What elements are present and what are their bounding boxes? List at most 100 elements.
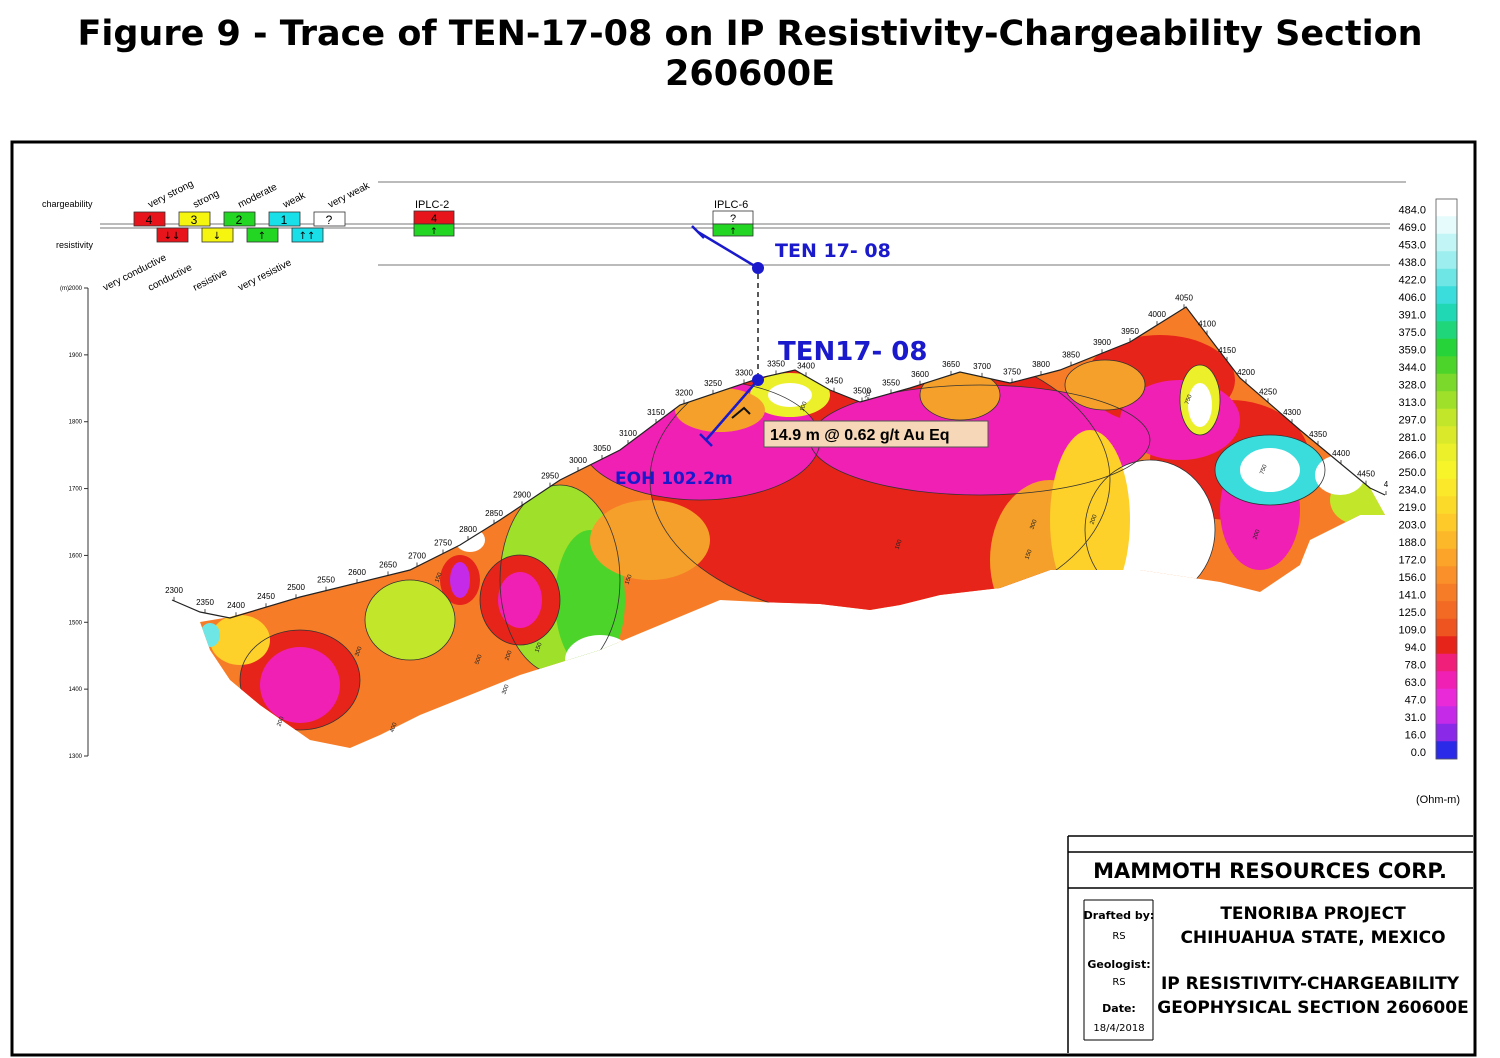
colorbar-label: 297.0 — [1398, 415, 1426, 427]
drillhole-plan-collar-tick — [691, 225, 705, 239]
colorbar-swatch — [1435, 356, 1458, 375]
legend-charge-code: ? — [326, 213, 333, 227]
contour-label: 150 — [1025, 548, 1034, 560]
title-block: MAMMOTH RESOURCES CORP. Drafted by: RS G… — [1067, 835, 1473, 1053]
colorbar-swatch — [1435, 461, 1458, 480]
colorbar-label: 219.0 — [1398, 502, 1426, 514]
station-label: 3850 — [1062, 351, 1080, 360]
station-label: 3300 — [735, 368, 753, 377]
colorbar-swatch — [1435, 268, 1458, 287]
colorbar-swatch — [1435, 723, 1458, 742]
colorbar-swatch — [1435, 251, 1458, 270]
colorbar-label: 313.0 — [1398, 397, 1426, 409]
legend-resist-symbol: ↑ — [258, 231, 266, 242]
legend-resist-name: very resistive — [236, 257, 293, 293]
figure-title: Figure 9 - Trace of TEN-17-08 on IP Resi… — [77, 14, 1423, 94]
colorbar-swatch — [1435, 286, 1458, 305]
contour-label: 300 — [355, 645, 364, 657]
station-label: 2600 — [348, 568, 366, 577]
legend-resist-name: resistive — [191, 267, 229, 294]
colorbar-swatch — [1435, 443, 1458, 462]
section-line-1: IP RESISTIVITY-CHARGEABILITY — [1161, 974, 1460, 994]
station-label: 4150 — [1218, 346, 1236, 355]
colorbar-swatch — [1435, 548, 1458, 567]
contour-label: 150 — [625, 573, 634, 585]
section-line-2: GEOPHYSICAL SECTION 260600E — [1157, 998, 1468, 1018]
station-label: 3800 — [1032, 360, 1050, 369]
colorbar-label: 250.0 — [1398, 467, 1426, 479]
contour-label: 300 — [502, 683, 511, 695]
station-label: 2650 — [379, 560, 397, 569]
colorbar-label: 266.0 — [1398, 450, 1426, 462]
legend-charge-2: 3 strong — [178, 188, 221, 227]
drillhole-section-collar — [752, 374, 764, 386]
colorbar-label: 172.0 — [1398, 555, 1426, 567]
drillhole-eoh-tick — [699, 433, 713, 447]
colorbar-swatch — [1435, 636, 1458, 655]
legend-charge-box — [313, 211, 346, 227]
intercept-marker — [731, 406, 751, 419]
station-label: 4400 — [1332, 449, 1350, 458]
station-label: 3600 — [911, 370, 929, 379]
geologist-label: Geologist: — [1087, 958, 1150, 971]
station-label: 3350 — [767, 359, 785, 368]
legend-resist-box — [156, 227, 189, 243]
contour-label: 200 — [505, 649, 514, 661]
station-label: 3550 — [882, 378, 900, 387]
colorbar-label: 453.0 — [1398, 240, 1426, 252]
colorbar-swatch — [1435, 303, 1458, 322]
legend-resist-1: ↓↓very conductive — [101, 227, 189, 294]
legend-charge-name: strong — [191, 188, 221, 210]
elevation-tick-label: 2000 — [69, 286, 83, 292]
colorbar-label: 422.0 — [1398, 275, 1426, 287]
station-labels: 2300 2350 2400 2450 2500 2550 2600 2650 2700 2750… — [165, 293, 1389, 617]
contour-labels: 150 200 300 200 150 300 400 500 750 750 200 300 200 1… — [277, 388, 1269, 733]
colorbar-swatch — [1435, 531, 1458, 550]
legend-charge-name: moderate — [236, 181, 279, 210]
legend-charge-code: 2 — [236, 213, 243, 227]
colorbar-label: 406.0 — [1398, 292, 1426, 304]
colorbar-swatch — [1435, 373, 1458, 392]
contour-label: 750 — [1260, 463, 1269, 475]
contour-label: 200 — [1253, 528, 1262, 540]
colorbar-label: 141.0 — [1398, 590, 1426, 602]
colorbar-swatch — [1435, 566, 1458, 585]
legend-charge-name: weak — [280, 190, 308, 211]
colorbar-label: 94.0 — [1405, 642, 1426, 654]
station-label: 3200 — [675, 389, 693, 398]
colorbar-swatch — [1435, 653, 1458, 672]
colorbar-label: 63.0 — [1405, 677, 1426, 689]
colorbar-swatch — [1435, 233, 1458, 252]
colorbar-label: 125.0 — [1398, 607, 1426, 619]
station-label: 3950 — [1121, 327, 1139, 336]
station-label: 4250 — [1259, 387, 1277, 396]
elevation-tick-label: 1900 — [69, 353, 83, 359]
date-label: Date: — [1102, 1002, 1136, 1015]
colorbar-unit: (Ohm-m) — [1416, 794, 1460, 806]
colorbar-label: 438.0 — [1398, 257, 1426, 269]
colorbar-swatch — [1435, 198, 1458, 217]
station-label: 3150 — [647, 408, 665, 417]
colorbar-swatch — [1435, 583, 1458, 602]
anomaly-iplc-6: IPLC-6? ↑ — [712, 199, 754, 237]
intercept-label: 14.9 m @ 0.62 g/t Au Eq — [770, 427, 950, 444]
contour-label: 150 — [535, 641, 544, 653]
colorbar-swatch — [1435, 688, 1458, 707]
legend-charge-code: 3 — [191, 213, 198, 227]
anomaly-markers: IPLC-2 4 ↑ IPLC-6? ↑ — [413, 199, 754, 237]
station-label: 2700 — [408, 552, 426, 561]
station-label: 4300 — [1283, 408, 1301, 417]
station-label: 3050 — [593, 444, 611, 453]
legend-resist-box — [246, 227, 279, 243]
colorbar-label: 469.0 — [1398, 222, 1426, 234]
elevation-axis: (m) 2000 1900 1800 1700 1600 1500 1400 1300 — [60, 286, 89, 760]
station-label: 2400 — [227, 601, 245, 610]
elevation-tick-label: 1500 — [69, 620, 83, 626]
legend-charge-box — [268, 211, 301, 227]
station-label: 3650 — [942, 360, 960, 369]
map-frame — [10, 140, 1477, 1057]
anomaly-iplc-2: IPLC-2 4 ↑ — [413, 199, 455, 237]
station-label: 2850 — [485, 509, 503, 518]
station-label: 4200 — [1237, 368, 1255, 377]
elevation-tick-label: 1600 — [69, 553, 83, 559]
